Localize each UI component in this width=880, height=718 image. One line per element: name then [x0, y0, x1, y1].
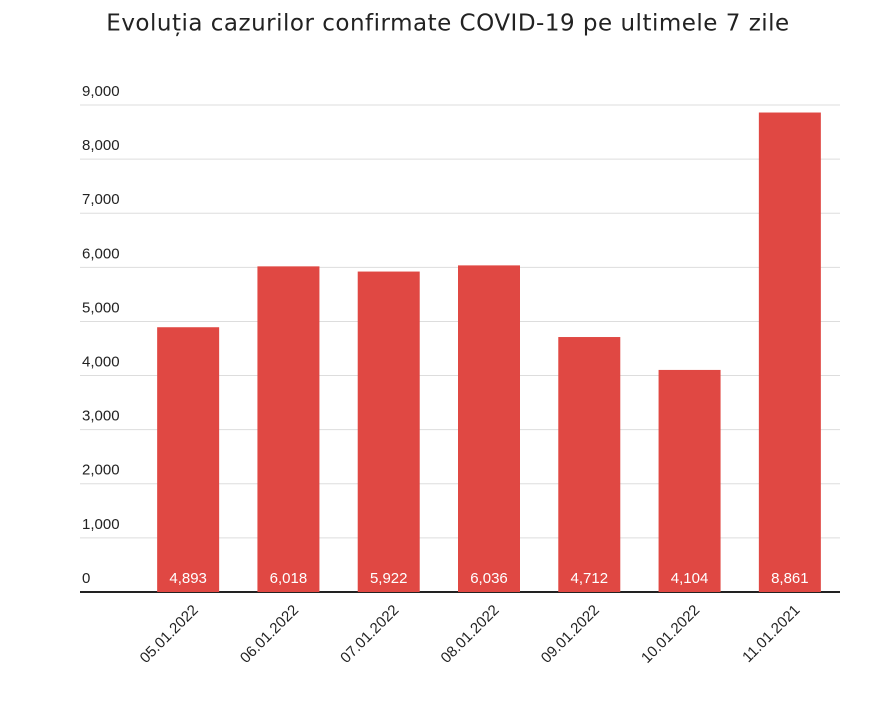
value-label: 5,922: [370, 570, 408, 587]
bar: [558, 337, 621, 592]
y-tick-label: 3,000: [82, 408, 120, 425]
bar: [658, 369, 721, 592]
y-tick-label: 8,000: [82, 137, 120, 154]
value-label: 6,036: [470, 570, 508, 587]
x-tick-label: 10.01.2022: [638, 602, 703, 667]
x-tick-label: 06.01.2022: [237, 602, 302, 667]
y-tick-label: 7,000: [82, 191, 120, 208]
bar: [758, 112, 821, 592]
value-label: 4,712: [571, 570, 609, 587]
value-label: 4,893: [169, 570, 207, 587]
x-tick-label: 07.01.2022: [337, 602, 402, 667]
y-tick-label: 6,000: [82, 245, 120, 262]
y-tick-label: 4,000: [82, 354, 120, 371]
bar: [357, 271, 420, 592]
x-tick-label: 11.01.2021: [739, 602, 803, 666]
y-tick-label: 5,000: [82, 299, 120, 316]
bar: [458, 265, 520, 592]
value-label: 6,018: [270, 570, 308, 587]
value-label: 4,104: [671, 570, 709, 587]
bar: [157, 327, 220, 592]
value-label: 8,861: [771, 570, 809, 587]
y-tick-label: 0: [82, 570, 90, 587]
x-tick-label: 09.01.2022: [538, 602, 603, 667]
x-tick-label: 05.01.2022: [137, 602, 202, 667]
y-tick-label: 2,000: [82, 462, 120, 479]
y-tick-label: 9,000: [82, 83, 120, 100]
y-tick-label: 1,000: [82, 516, 120, 533]
x-tick-label: 08.01.2022: [438, 602, 503, 667]
chart-title: Evoluția cazurilor confirmate COVID-19 p…: [106, 11, 789, 37]
bar: [257, 266, 320, 592]
